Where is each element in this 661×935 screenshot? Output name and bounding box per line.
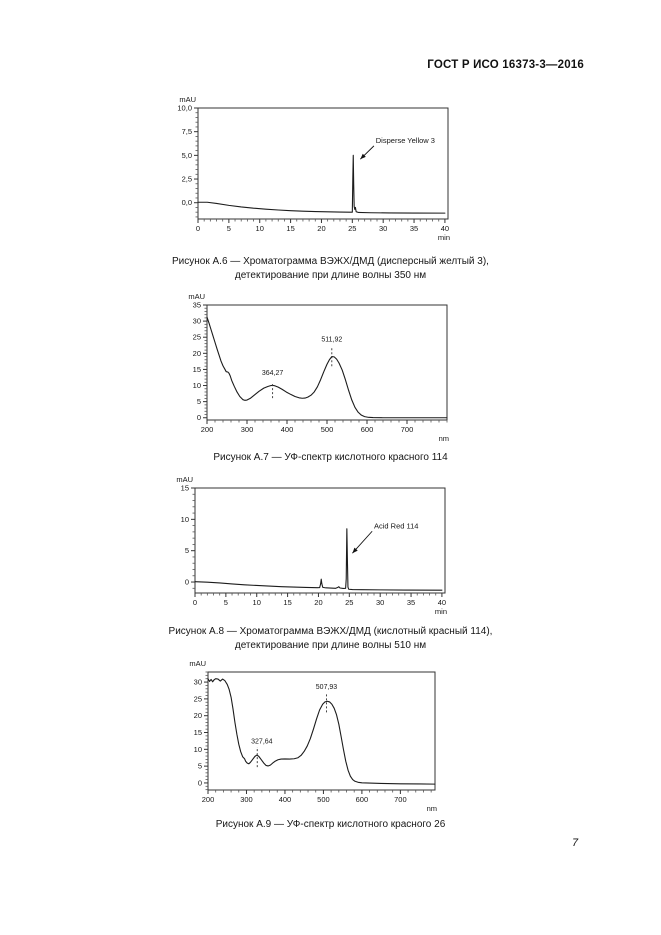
svg-text:10,0: 10,0 [177,104,192,113]
svg-text:mAU: mAU [188,292,205,301]
svg-text:511,92: 511,92 [321,337,342,344]
page-number: 7 [572,837,579,849]
svg-text:15: 15 [286,224,294,233]
svg-text:35: 35 [407,598,415,607]
svg-text:20: 20 [314,598,322,607]
svg-text:600: 600 [356,795,369,804]
svg-text:5: 5 [224,598,228,607]
svg-text:300: 300 [240,795,253,804]
svg-text:300: 300 [241,425,254,434]
svg-text:20: 20 [193,349,201,358]
svg-text:mAU: mAU [179,95,196,104]
document-header: ГОСТ Р ИСО 16373-3—2016 [427,59,584,71]
svg-text:200: 200 [201,425,214,434]
caption-line: Рисунок А.6 — Хроматограмма ВЭЖХ/ДМД (ди… [172,256,489,267]
figure-a6-caption: Рисунок А.6 — Хроматограмма ВЭЖХ/ДМД (ди… [0,255,661,283]
svg-text:0,0: 0,0 [182,198,192,207]
svg-text:507,93: 507,93 [316,684,338,691]
svg-text:5: 5 [197,397,201,406]
caption-line: Рисунок А.7 — УФ-спектр кислотного красн… [213,452,448,463]
svg-text:2,5: 2,5 [182,175,192,184]
svg-text:400: 400 [279,795,292,804]
svg-text:700: 700 [401,425,414,434]
svg-text:mAU: mAU [176,475,193,484]
svg-text:0: 0 [196,224,200,233]
svg-text:10: 10 [253,598,261,607]
svg-text:25: 25 [194,694,202,703]
svg-text:min: min [438,233,450,242]
svg-text:nm: nm [427,804,437,813]
figure-a7-caption: Рисунок А.7 — УФ-спектр кислотного красн… [0,451,661,465]
svg-text:30: 30 [376,598,384,607]
svg-text:mAU: mAU [189,659,206,668]
caption-line: Рисунок А.9 — УФ-спектр кислотного красн… [215,819,446,830]
svg-text:25: 25 [193,333,201,342]
svg-text:20: 20 [194,711,202,720]
svg-text:500: 500 [317,795,330,804]
svg-text:15: 15 [193,365,201,374]
svg-text:5: 5 [185,546,189,555]
svg-text:30: 30 [193,317,201,326]
svg-text:40: 40 [438,598,446,607]
svg-text:0: 0 [197,413,201,422]
svg-text:min: min [435,607,447,616]
svg-text:nm: nm [439,434,449,443]
svg-text:600: 600 [361,425,374,434]
figure-a9-uv-spectrum: 200 300 400 500 600 700 0 5 10 15 20 25 30 mAU nm 327,6… [189,659,437,813]
svg-text:0: 0 [185,578,189,587]
svg-text:10: 10 [194,745,202,754]
svg-text:0: 0 [198,778,202,787]
caption-line: детектирование при длине волны 350 нм [234,270,427,281]
svg-text:7,5: 7,5 [182,127,192,136]
svg-text:5: 5 [227,224,231,233]
svg-text:35: 35 [410,224,418,233]
svg-text:5: 5 [198,762,202,771]
svg-text:Disperse Yellow 3: Disperse Yellow 3 [376,136,435,145]
svg-text:20: 20 [317,224,325,233]
svg-text:25: 25 [348,224,356,233]
svg-text:5,0: 5,0 [182,151,192,160]
svg-text:400: 400 [281,425,294,434]
svg-text:30: 30 [194,678,202,687]
svg-text:0: 0 [193,598,197,607]
svg-text:364,27: 364,27 [262,370,284,377]
svg-text:500: 500 [321,425,334,434]
svg-text:10: 10 [193,381,201,390]
svg-text:35: 35 [193,301,201,310]
svg-text:40: 40 [441,224,449,233]
svg-text:10: 10 [256,224,264,233]
svg-text:30: 30 [379,224,387,233]
svg-text:15: 15 [283,598,291,607]
svg-text:15: 15 [181,484,189,493]
svg-text:200: 200 [202,795,215,804]
caption-line: Рисунок А.8 — Хроматограмма ВЭЖХ/ДМД (ки… [168,626,493,637]
svg-text:Acid Red 114: Acid Red 114 [374,522,418,531]
caption-line: детектирование при длине волны 510 нм [234,640,427,651]
svg-text:15: 15 [194,728,202,737]
figure-a8-caption: Рисунок А.8 — Хроматограмма ВЭЖХ/ДМД (ки… [0,625,661,653]
svg-text:10: 10 [181,515,189,524]
figure-a9-caption: Рисунок А.9 — УФ-спектр кислотного красн… [0,818,661,832]
svg-text:327,64: 327,64 [251,738,273,745]
svg-text:25: 25 [345,598,353,607]
svg-text:700: 700 [394,795,407,804]
